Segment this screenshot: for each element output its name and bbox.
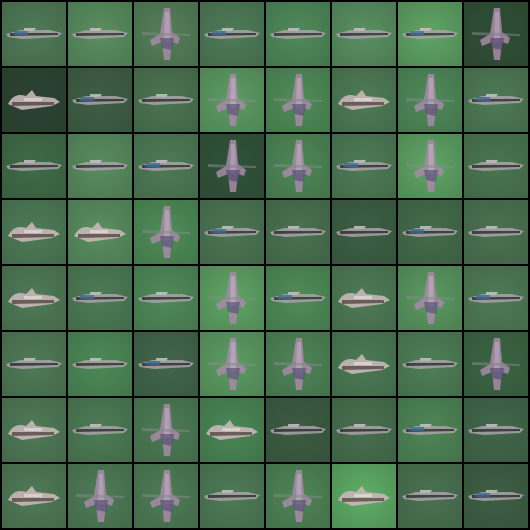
- generated-sample-vertical: [134, 2, 198, 66]
- generated-sample-jet: [68, 68, 132, 132]
- generated-sample-jet: [332, 2, 396, 66]
- generated-sample-vertical: [266, 464, 330, 528]
- generated-sample-bird: [68, 200, 132, 264]
- generated-sample-jet: [398, 2, 462, 66]
- generated-sample-vertical: [200, 266, 264, 330]
- generated-sample-jet: [464, 134, 528, 198]
- generated-sample-bird: [2, 68, 66, 132]
- generated-sample-jet: [68, 266, 132, 330]
- generated-sample-jet: [464, 68, 528, 132]
- generated-sample-vertical: [134, 464, 198, 528]
- generated-sample-jet: [68, 332, 132, 396]
- generated-sample-vertical: [200, 332, 264, 396]
- generated-sample-jet: [332, 200, 396, 264]
- generated-sample-jet: [68, 398, 132, 462]
- generated-sample-bird: [332, 266, 396, 330]
- generated-sample-jet: [68, 2, 132, 66]
- generated-sample-bird: [332, 68, 396, 132]
- generated-sample-jet: [200, 200, 264, 264]
- generated-sample-jet: [68, 134, 132, 198]
- generated-sample-bird: [2, 464, 66, 528]
- generated-sample-bird: [200, 398, 264, 462]
- generated-sample-bird: [2, 200, 66, 264]
- generated-sample-jet: [134, 134, 198, 198]
- generated-sample-jet: [266, 398, 330, 462]
- generated-sample-bird: [332, 464, 396, 528]
- generated-sample-jet: [2, 332, 66, 396]
- generated-sample-vertical: [464, 2, 528, 66]
- generated-sample-jet: [134, 332, 198, 396]
- generated-sample-vertical: [68, 464, 132, 528]
- generated-sample-jet: [200, 2, 264, 66]
- generated-sample-jet: [464, 200, 528, 264]
- generated-sample-jet: [464, 398, 528, 462]
- generated-sample-vertical: [200, 68, 264, 132]
- generated-sample-vertical: [266, 68, 330, 132]
- generated-sample-jet: [464, 266, 528, 330]
- generated-sample-jet: [134, 68, 198, 132]
- generated-sample-bird: [2, 398, 66, 462]
- generated-sample-vertical: [266, 134, 330, 198]
- generated-sample-vertical: [398, 266, 462, 330]
- generated-sample-vertical: [200, 134, 264, 198]
- generated-sample-jet: [398, 398, 462, 462]
- generated-sample-jet: [398, 332, 462, 396]
- generated-sample-jet: [2, 134, 66, 198]
- generated-sample-vertical: [464, 332, 528, 396]
- generated-sample-jet: [266, 266, 330, 330]
- generated-sample-bird: [2, 266, 66, 330]
- generated-sample-jet: [134, 266, 198, 330]
- generated-sample-jet: [398, 464, 462, 528]
- generated-sample-jet: [266, 200, 330, 264]
- generated-sample-jet: [464, 464, 528, 528]
- generated-sample-jet: [200, 464, 264, 528]
- generated-sample-vertical: [134, 398, 198, 462]
- generated-sample-jet: [266, 2, 330, 66]
- generated-sample-vertical: [266, 332, 330, 396]
- generated-sample-jet: [332, 134, 396, 198]
- generated-sample-vertical: [398, 68, 462, 132]
- generated-sample-jet: [332, 398, 396, 462]
- generated-sample-vertical: [134, 200, 198, 264]
- generated-sample-vertical: [398, 134, 462, 198]
- generated-sample-jet: [2, 2, 66, 66]
- generated-sample-bird: [332, 332, 396, 396]
- generated-sample-jet: [398, 200, 462, 264]
